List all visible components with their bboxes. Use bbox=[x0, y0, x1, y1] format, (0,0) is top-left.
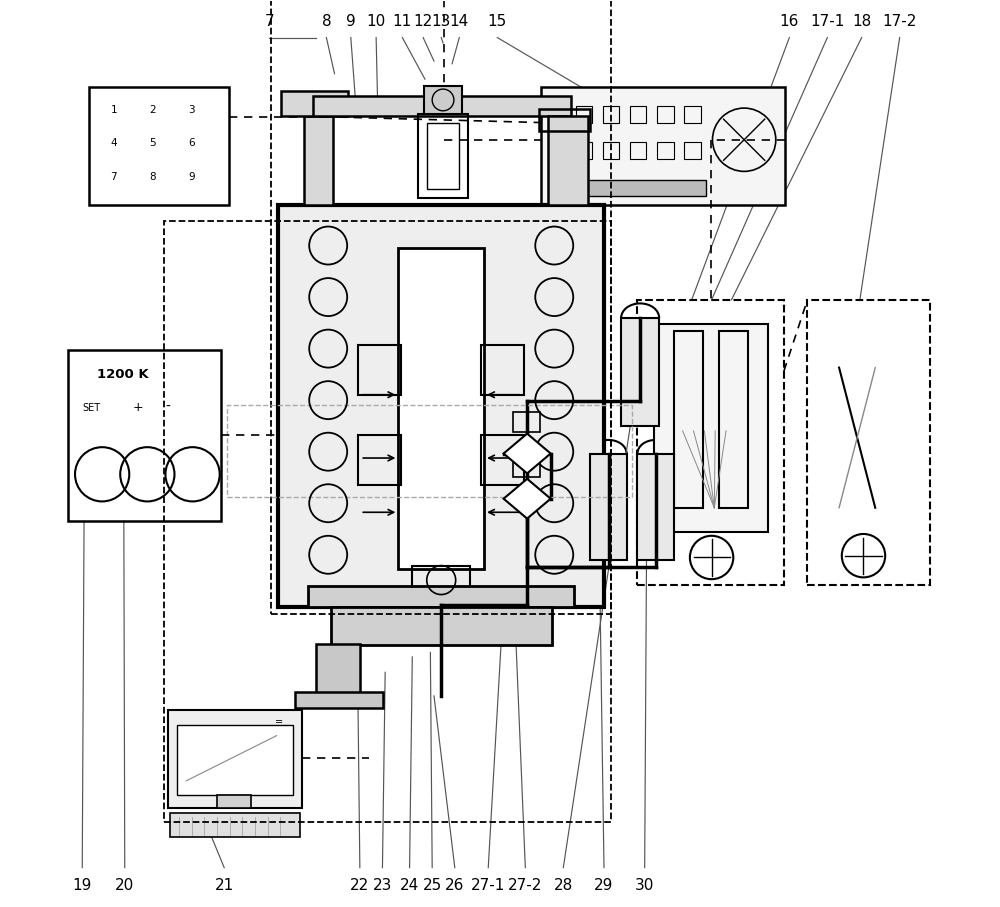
Bar bbox=[89, 87, 229, 205]
Bar bbox=[603, 106, 619, 122]
Text: 1200 K: 1200 K bbox=[97, 368, 148, 382]
Text: =: = bbox=[275, 717, 283, 727]
Bar bbox=[684, 142, 701, 159]
Bar bbox=[427, 122, 459, 189]
Text: 7: 7 bbox=[111, 171, 117, 181]
Bar bbox=[278, 205, 604, 607]
Bar bbox=[481, 435, 524, 485]
Bar bbox=[548, 116, 588, 205]
Text: 7: 7 bbox=[265, 14, 274, 28]
Text: 1: 1 bbox=[111, 105, 117, 115]
Bar bbox=[418, 113, 468, 198]
Bar bbox=[557, 180, 706, 196]
Bar bbox=[281, 91, 348, 116]
Bar bbox=[576, 106, 592, 122]
Bar bbox=[358, 435, 401, 485]
Text: 11: 11 bbox=[393, 14, 412, 28]
Text: -: - bbox=[165, 400, 170, 414]
Bar bbox=[217, 795, 251, 808]
Bar bbox=[576, 142, 592, 159]
Text: SET: SET bbox=[82, 403, 100, 413]
Bar bbox=[358, 345, 401, 395]
Bar bbox=[637, 300, 784, 585]
Text: 5: 5 bbox=[149, 139, 156, 149]
Bar bbox=[590, 454, 627, 561]
Text: 17-2: 17-2 bbox=[882, 14, 917, 28]
Bar bbox=[539, 109, 590, 131]
Bar bbox=[481, 345, 524, 395]
Text: 22: 22 bbox=[350, 879, 369, 893]
Bar bbox=[684, 106, 701, 122]
Text: 9: 9 bbox=[188, 171, 195, 181]
Text: 18: 18 bbox=[852, 14, 871, 28]
Text: 21: 21 bbox=[215, 879, 234, 893]
Text: 25: 25 bbox=[423, 879, 442, 893]
Bar bbox=[674, 331, 703, 508]
Bar bbox=[549, 106, 565, 122]
Bar bbox=[164, 221, 611, 823]
Bar bbox=[168, 710, 302, 808]
Text: 2: 2 bbox=[149, 105, 156, 115]
Text: 3: 3 bbox=[188, 105, 195, 115]
Bar bbox=[424, 86, 462, 113]
Text: 6: 6 bbox=[188, 139, 195, 149]
Bar bbox=[316, 644, 360, 696]
Bar bbox=[630, 142, 646, 159]
Bar bbox=[398, 249, 484, 570]
Text: 13: 13 bbox=[432, 14, 451, 28]
Bar bbox=[621, 317, 659, 426]
Text: 23: 23 bbox=[373, 879, 392, 893]
Bar bbox=[657, 142, 674, 159]
Bar bbox=[331, 607, 552, 645]
Bar bbox=[603, 142, 619, 159]
Bar bbox=[807, 300, 930, 585]
Text: 30: 30 bbox=[635, 879, 654, 893]
Bar bbox=[271, 0, 611, 614]
Text: 29: 29 bbox=[594, 879, 614, 893]
Text: 27-1: 27-1 bbox=[471, 879, 505, 893]
Bar bbox=[308, 586, 574, 607]
Bar bbox=[170, 814, 300, 837]
Text: 20: 20 bbox=[115, 879, 134, 893]
Bar bbox=[630, 106, 646, 122]
Bar bbox=[513, 412, 540, 432]
Polygon shape bbox=[504, 479, 551, 519]
Text: +: + bbox=[133, 401, 144, 414]
Text: 12: 12 bbox=[414, 14, 433, 28]
Text: 17-1: 17-1 bbox=[810, 14, 845, 28]
Bar bbox=[227, 405, 632, 497]
Text: 8: 8 bbox=[149, 171, 156, 181]
Text: 27-2: 27-2 bbox=[508, 879, 543, 893]
Text: 8: 8 bbox=[322, 14, 331, 28]
Bar bbox=[549, 142, 565, 159]
Text: 4: 4 bbox=[111, 139, 117, 149]
Text: 14: 14 bbox=[450, 14, 469, 28]
Bar bbox=[295, 692, 383, 708]
Text: 10: 10 bbox=[366, 14, 386, 28]
Text: 16: 16 bbox=[780, 14, 799, 28]
Bar bbox=[513, 457, 540, 477]
Text: 26: 26 bbox=[445, 879, 464, 893]
Bar bbox=[304, 98, 333, 205]
Bar bbox=[541, 87, 785, 205]
Bar bbox=[177, 725, 293, 795]
Bar bbox=[719, 331, 748, 508]
Bar bbox=[313, 96, 571, 116]
Text: 9: 9 bbox=[346, 14, 356, 28]
Text: 19: 19 bbox=[73, 879, 92, 893]
Bar bbox=[637, 454, 674, 561]
Bar bbox=[657, 106, 674, 122]
Bar bbox=[68, 349, 221, 522]
Text: 15: 15 bbox=[488, 14, 507, 28]
Text: 28: 28 bbox=[554, 879, 573, 893]
Polygon shape bbox=[504, 434, 551, 473]
Text: 24: 24 bbox=[400, 879, 419, 893]
Bar bbox=[654, 324, 768, 532]
Bar bbox=[412, 566, 470, 595]
